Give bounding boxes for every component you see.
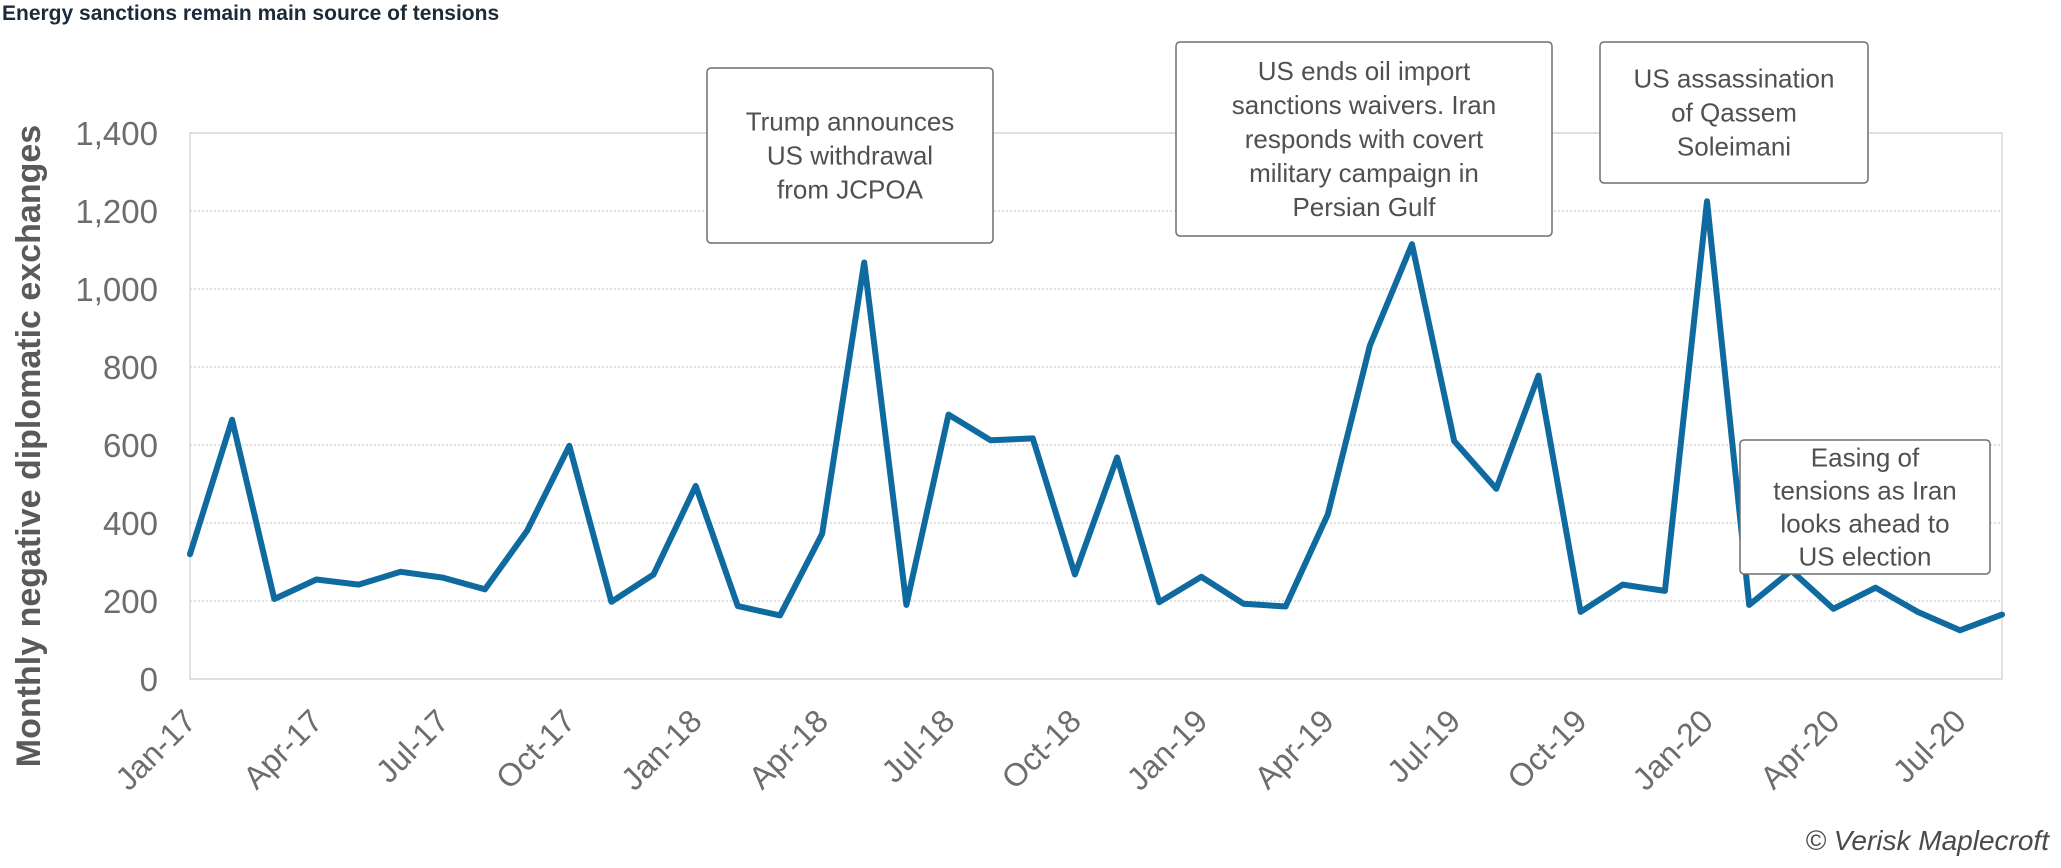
data-point [1325,511,1331,517]
annotation-callout: US assassination of Qassem Soleimani [1599,41,1869,184]
credit-text: © Verisk Maplecroft [1805,825,2049,856]
data-point [735,603,741,609]
data-point [1873,585,1879,591]
data-point [861,260,867,265]
data-point [1493,486,1499,492]
data-point [1072,572,1078,577]
data-point [903,602,909,608]
data-point [946,412,951,418]
data-point [1283,604,1289,609]
annotation-callout: Trump announces US withdrawal from JCPOA [706,67,994,244]
data-point [1915,609,1921,615]
x-tick-label: Oct-19 [1500,702,1593,795]
y-tick-label: 1,200 [75,193,158,230]
data-point [1746,602,1752,608]
annotation-callout: Easing of tensions as Iran looks ahead to U… [1739,439,1991,575]
data-point [1114,455,1120,460]
y-tick-label: 600 [103,427,158,464]
y-tick-label: 400 [103,505,158,542]
annotation-box [706,67,994,244]
annotation-callout: US ends oil import sanctions waivers. Ira… [1175,41,1553,237]
data-point [566,443,572,449]
data-point [1704,198,1710,204]
data-point [1830,606,1836,612]
data-point [1999,612,2005,618]
data-point [1451,438,1457,444]
data-point [313,577,319,582]
data-point [271,596,277,602]
data-point [1536,373,1541,379]
annotation-text: Easing of tensions as Iran looks ahead to U… [1773,443,1957,572]
data-point [356,582,362,588]
annotation-box [1175,41,1553,237]
x-tick-label: Jul-19 [1380,702,1467,789]
x-tick-label: Oct-17 [489,702,582,795]
chart-title: Energy sanctions remain main source of t… [2,2,500,25]
data-point [651,572,656,577]
data-point [1620,582,1626,588]
x-tick-label: Apr-18 [742,702,835,795]
x-tick-label: Jan-20 [1625,702,1720,797]
data-point [187,551,193,557]
data-point [1409,241,1415,247]
annotation-box [1599,41,1869,184]
x-tick-label: Jan-17 [108,702,203,797]
annotation-text: Trump announces US withdrawal from JCPOA [746,107,955,205]
data-point [440,575,446,581]
x-tick-label: Apr-17 [236,702,329,795]
x-tick-label: Jul-18 [874,702,961,789]
grid [189,132,2003,680]
y-tick-label: 1,400 [75,115,158,152]
y-tick-label: 0 [140,661,158,698]
annotation-text: US assassination of Qassem Soleimani [1634,64,1835,162]
annotation-text: US ends oil import sanctions waivers. Ira… [1232,56,1496,222]
y-tick-label: 1,000 [75,271,158,308]
annotations: Trump announces US withdrawal from JCPOA US… [706,41,1991,575]
series-layer [187,198,2005,634]
y-axis-label: Monthly negative diplomatic exchanges [10,125,48,767]
x-tick-label: Oct-18 [995,702,1088,795]
data-point [1198,574,1204,580]
series-line [187,198,2005,634]
y-tick-label: 200 [103,583,158,620]
data-point [988,437,994,443]
data-point [1030,435,1036,441]
data-point [1367,343,1373,348]
data-point [482,586,488,592]
data-point [1156,599,1162,605]
data-point [1957,627,1963,633]
data-point [1662,588,1668,594]
data-point [524,528,530,534]
x-tick-label: Jan-19 [1120,702,1215,797]
data-point [1578,609,1584,615]
annotation-box [1739,439,1991,575]
data-point [777,612,783,618]
data-point [398,569,404,575]
x-tick-label: Jul-17 [369,702,456,789]
data-point [1241,601,1246,607]
data-point [819,531,825,537]
x-tick-label: Jan-18 [614,702,709,797]
x-tick-label: Apr-19 [1247,702,1340,795]
x-tick-label: Jul-20 [1886,702,1973,789]
y-tick-label: 800 [103,349,158,386]
x-tick-label: Apr-20 [1753,702,1846,795]
data-point [229,417,235,423]
data-point [608,599,614,605]
data-point [693,483,699,489]
